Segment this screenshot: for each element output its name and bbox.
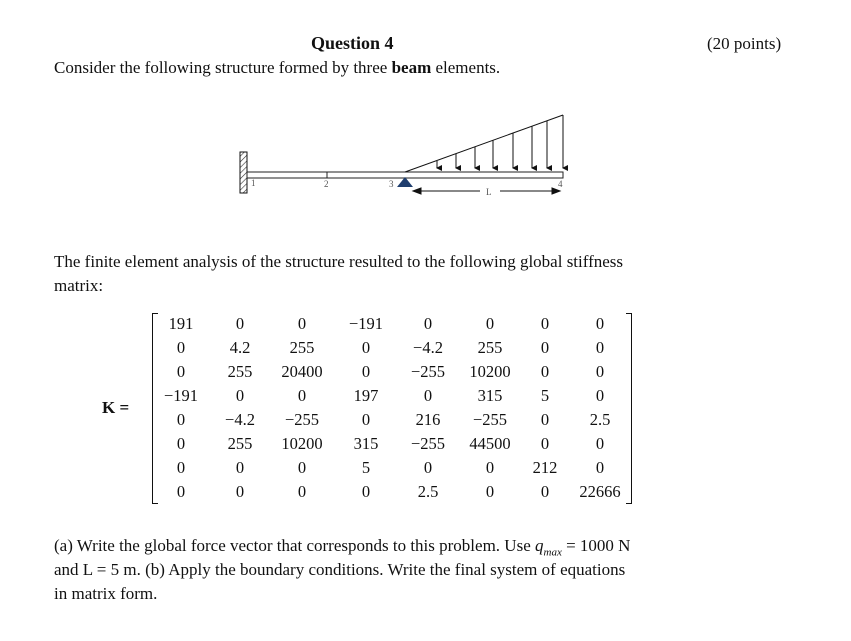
matrix-cell: −4.2 <box>413 338 443 357</box>
matrix-cell: 0 <box>595 386 605 405</box>
matrix-label-text: K = <box>102 398 130 417</box>
question-line-2: and L = 5 m. (b) Apply the boundary cond… <box>54 560 626 579</box>
matrix-cell: 0 <box>235 386 245 405</box>
matrix-cell: −255 <box>410 362 446 381</box>
matrix-cell: 212 <box>532 458 558 477</box>
node-label-2: 2 <box>324 179 329 189</box>
question-line-3: in matrix form. <box>54 584 158 603</box>
pin-support <box>397 177 413 187</box>
matrix-cell: 0 <box>595 434 605 453</box>
matrix-cell: 0 <box>540 338 550 357</box>
matrix-cell: 0 <box>485 314 495 333</box>
q-sub: max <box>543 546 562 559</box>
matrix-cell: 5 <box>361 458 371 477</box>
question-line-1: (a) Write the global force vector that c… <box>54 536 630 558</box>
matrix-cell: 0 <box>423 458 433 477</box>
matrix-cell: −255 <box>472 410 508 429</box>
matrix-cell: 191 <box>168 314 194 333</box>
matrix-cell: 22666 <box>579 482 621 501</box>
matrix-cell: 0 <box>540 482 550 501</box>
matrix-label: K = <box>102 398 129 418</box>
intro-after: elements. <box>431 58 501 77</box>
matrix-cell: 0 <box>540 362 550 381</box>
node-label-1: 1 <box>251 178 256 188</box>
node-label-3: 3 <box>389 179 394 189</box>
question-title: Question 4 <box>311 33 394 53</box>
matrix-cell: 5 <box>540 386 550 405</box>
matrix-cell: 0 <box>361 410 371 429</box>
matrix-cell: 0 <box>423 314 433 333</box>
right-bracket <box>626 313 632 504</box>
matrix-cell: 10200 <box>469 362 511 381</box>
matrix-cell: 0 <box>595 362 605 381</box>
matrix-cell: 0 <box>176 362 186 381</box>
matrix-cell: 0 <box>176 434 186 453</box>
matrix-cell: −191 <box>163 386 199 405</box>
matrix-cell: 255 <box>227 362 253 381</box>
matrix-cell: 10200 <box>281 434 323 453</box>
matrix-cell: 0 <box>595 338 605 357</box>
matrix-cell: 197 <box>353 386 379 405</box>
matrix-cell: 315 <box>353 434 379 453</box>
matrix-cell: 0 <box>361 362 371 381</box>
matrix-cell: 0 <box>485 458 495 477</box>
matrix-cell: 0 <box>297 386 307 405</box>
matrix-cell: 20400 <box>281 362 323 381</box>
matrix-cell: −255 <box>410 434 446 453</box>
matrix-cell: 0 <box>540 434 550 453</box>
q-text-b: = 1000 N <box>561 536 631 555</box>
paragraph-line-2: matrix: <box>54 276 104 295</box>
matrix-cell: 0 <box>235 314 245 333</box>
matrix-cell: 0 <box>235 482 245 501</box>
matrix-cell: 315 <box>477 386 503 405</box>
matrix-cell: 2.5 <box>417 482 439 501</box>
matrix-cell: 0 <box>176 338 186 357</box>
left-bracket <box>152 313 158 504</box>
matrix-cell: 0 <box>595 458 605 477</box>
matrix-cell: 0 <box>297 314 307 333</box>
node-label-4: 4 <box>558 179 563 189</box>
matrix-cell: 0 <box>176 410 186 429</box>
length-label: L <box>486 187 492 197</box>
matrix-cell: 255 <box>227 434 253 453</box>
matrix-cell: 0 <box>176 458 186 477</box>
q-var: q <box>535 536 544 555</box>
matrix-cell: 0 <box>361 482 371 501</box>
matrix-cell: 0 <box>540 314 550 333</box>
fixed-wall <box>239 151 248 194</box>
matrix-cell: 0 <box>176 482 186 501</box>
intro-bold: beam <box>391 58 432 77</box>
matrix-cell: 44500 <box>469 434 511 453</box>
intro-before: Consider the following structure formed … <box>54 58 392 77</box>
matrix-cell: 216 <box>415 410 441 429</box>
matrix-cell: −255 <box>284 410 320 429</box>
intro-text: Consider the following structure formed … <box>54 58 500 78</box>
matrix-cell: 255 <box>289 338 315 357</box>
matrix-cell: 0 <box>540 410 550 429</box>
length-dimension <box>411 187 562 195</box>
matrix-cell: 0 <box>595 314 605 333</box>
matrix-cell: −4.2 <box>225 410 255 429</box>
matrix-cell: 2.5 <box>589 410 611 429</box>
matrix-cell: 0 <box>361 338 371 357</box>
matrix-cell: 0 <box>485 482 495 501</box>
matrix-cell: 0 <box>423 386 433 405</box>
matrix-cell: 255 <box>477 338 503 357</box>
q-text-a: (a) Write the global force vector that c… <box>54 536 535 555</box>
matrix-cell: 0 <box>297 458 307 477</box>
matrix-cell: 4.2 <box>229 338 251 357</box>
points: (20 points) <box>707 34 782 53</box>
matrix-cell: 0 <box>235 458 245 477</box>
distributed-load <box>404 114 568 173</box>
matrix-cell: 0 <box>297 482 307 501</box>
paragraph-line-1: The finite element analysis of the struc… <box>54 252 624 271</box>
matrix-cell: −191 <box>348 314 384 333</box>
